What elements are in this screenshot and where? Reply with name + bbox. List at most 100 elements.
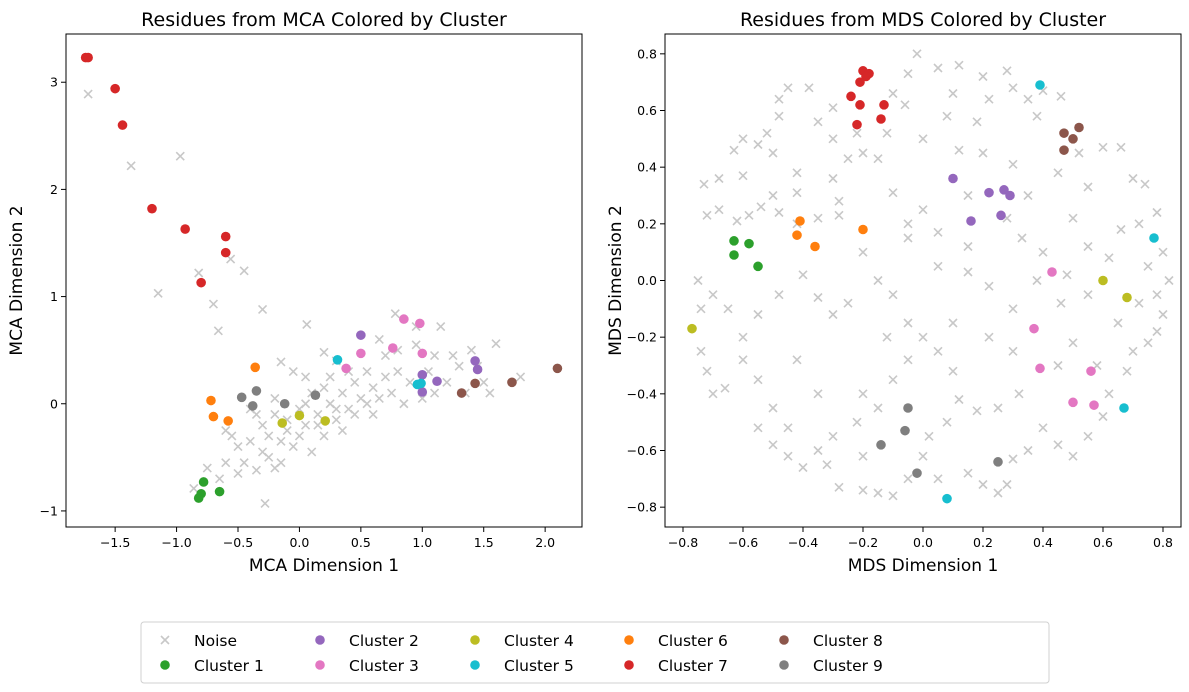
mds-noise-point <box>1152 326 1162 337</box>
mds-noise-point <box>744 210 754 220</box>
mca-cluster-7-point <box>220 247 231 258</box>
mca-x-tick-label: 1.5 <box>474 535 494 550</box>
mds-noise-point <box>708 389 718 399</box>
mds-noise-point <box>942 111 952 121</box>
mds-cluster-8-point <box>1074 122 1084 133</box>
mds-cluster-2-point <box>1005 190 1015 201</box>
mds-noise-point <box>1038 423 1048 433</box>
legend-marker-noise <box>160 635 170 645</box>
mca-cluster-2-point <box>472 364 483 375</box>
mds-noise-point <box>954 60 964 70</box>
mds-noise-point <box>1008 159 1018 169</box>
mds-noise-point <box>984 332 994 342</box>
mca-x-axis-label: MCA Dimension 1 <box>249 556 399 576</box>
mca-cluster-9-point <box>279 398 290 409</box>
mca-cluster-9-point <box>236 392 247 403</box>
mds-noise-point <box>933 227 943 237</box>
mca-chart-title: Residues from MCA Colored by Cluster <box>141 9 507 31</box>
mds-noise-point <box>714 205 724 215</box>
mds-noise-point <box>738 134 748 144</box>
mds-noise-point <box>918 332 928 342</box>
mds-noise-point <box>783 423 793 433</box>
mca-cluster-9-point <box>310 390 321 400</box>
mca-scatter-panel: Residues from MCA Colored by Cluster −1.5… <box>7 9 583 576</box>
mds-noise-point <box>708 290 718 300</box>
mds-noise-point <box>1068 338 1078 348</box>
mca-axes-frame <box>65 33 583 528</box>
mds-noise-point <box>1068 451 1078 461</box>
mca-noise-point <box>319 431 329 441</box>
mds-noise-point <box>1104 389 1114 399</box>
legend-label-cluster-2: Cluster 2 <box>349 632 419 650</box>
mds-noise-point <box>888 88 898 99</box>
legend-label-cluster-8: Cluster 8 <box>813 632 883 650</box>
mca-cluster-3-point <box>417 348 428 359</box>
mds-noise-point <box>1023 94 1033 104</box>
mds-noise-point <box>729 145 739 155</box>
mca-noise-point <box>313 409 323 420</box>
mds-noise-point <box>852 417 862 427</box>
legend-box <box>140 621 1050 684</box>
mds-noise-point <box>756 202 766 212</box>
mds-y-tick-label: 0.6 <box>637 103 657 118</box>
mds-cluster-8-point <box>1059 128 1069 138</box>
mca-noise-point <box>350 409 360 420</box>
mca-noise-point <box>430 388 440 398</box>
mds-noise-point <box>792 168 802 178</box>
mds-noise-point <box>753 375 763 385</box>
mds-noise-point <box>1014 389 1024 399</box>
mca-noise-point <box>399 399 409 409</box>
mca-cluster-7-point <box>147 203 157 214</box>
mca-noise-point <box>368 383 378 393</box>
mds-noise-point <box>942 417 952 427</box>
mca-noise-point <box>270 409 280 420</box>
mds-noise-point <box>1134 298 1144 308</box>
mds-noise-point <box>753 309 763 320</box>
mds-y-tick-label: −0.6 <box>627 443 657 458</box>
mca-noise-point <box>260 498 270 508</box>
mds-noise-point <box>888 375 898 385</box>
mds-noise-point <box>948 88 958 99</box>
mds-noise-point <box>873 275 883 286</box>
mds-noise-point <box>1083 431 1093 441</box>
mca-noise-point <box>245 436 255 446</box>
mds-noise-point <box>768 190 778 201</box>
mds-noise-point <box>1002 479 1012 490</box>
mds-noise-point <box>762 128 772 138</box>
mds-noise-point <box>1074 148 1084 158</box>
mca-noise-point <box>466 345 476 355</box>
mds-noise-point <box>918 134 928 144</box>
mca-noise-point <box>430 350 440 361</box>
mds-noise-point <box>963 190 973 201</box>
mds-noise-point <box>1023 445 1033 456</box>
mds-noise-point <box>903 318 913 328</box>
mds-cluster-9-point <box>993 457 1003 467</box>
mca-cluster-7-point <box>117 120 128 130</box>
mca-noise-point <box>491 339 501 349</box>
mca-cluster-5-point <box>416 378 426 389</box>
legend-label-noise: Noise <box>194 632 237 650</box>
mds-noise-point <box>858 247 868 257</box>
mca-noise-point <box>258 420 268 430</box>
mds-cluster-7-point <box>879 100 889 110</box>
mds-noise-point <box>918 205 928 215</box>
mca-cluster-5-point <box>332 355 343 365</box>
mds-cluster-2-point <box>966 216 976 226</box>
mds-cluster-3-point <box>1089 400 1099 410</box>
mca-y-axis-label: MCA Dimension 2 <box>7 205 27 355</box>
mca-x-tick-label: 2.0 <box>535 535 555 550</box>
mds-noise-point <box>1038 247 1048 257</box>
mca-noise-point <box>194 268 204 278</box>
mds-x-tick-label: 0.0 <box>913 535 933 550</box>
legend-marker-cluster-5 <box>470 660 480 670</box>
mca-cluster-7-point <box>196 277 206 288</box>
mca-noise-point <box>264 452 274 462</box>
mds-noise-point <box>1008 346 1018 356</box>
mds-cluster-3-point <box>1035 363 1045 374</box>
mca-noise-point <box>337 425 347 436</box>
mds-noise-point <box>948 318 958 328</box>
mds-noise-point <box>888 491 898 501</box>
mds-noise-point <box>702 366 712 376</box>
legend-label-cluster-1: Cluster 1 <box>194 657 264 675</box>
mca-noise-point <box>380 372 390 382</box>
